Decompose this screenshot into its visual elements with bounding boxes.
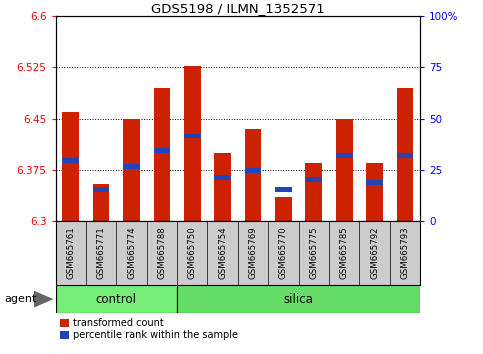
Legend: transformed count, percentile rank within the sample: transformed count, percentile rank withi… [60, 318, 238, 340]
Bar [397, 153, 413, 158]
Bar [214, 175, 231, 179]
Text: GSM665769: GSM665769 [249, 227, 257, 279]
Bar [305, 177, 322, 182]
Text: GSM665792: GSM665792 [370, 227, 379, 279]
Bar [56, 285, 177, 313]
Bar [336, 119, 353, 221]
Text: GSM665754: GSM665754 [218, 227, 227, 280]
Text: GSM665788: GSM665788 [157, 227, 167, 280]
Bar [154, 88, 170, 221]
Text: silica: silica [284, 293, 313, 306]
Text: GSM665774: GSM665774 [127, 227, 136, 280]
Polygon shape [34, 291, 53, 308]
Text: GSM665785: GSM665785 [340, 227, 349, 280]
Text: agent: agent [5, 294, 37, 304]
Bar [245, 168, 261, 173]
Text: GSM665771: GSM665771 [97, 227, 106, 280]
Text: GSM665770: GSM665770 [279, 227, 288, 280]
Bar [275, 187, 292, 192]
Bar [184, 66, 200, 221]
Title: GDS5198 / ILMN_1352571: GDS5198 / ILMN_1352571 [151, 2, 325, 15]
Bar [214, 153, 231, 221]
Text: GSM665775: GSM665775 [309, 227, 318, 280]
Bar [336, 153, 353, 158]
Bar [397, 88, 413, 221]
Bar [62, 158, 79, 163]
Bar [366, 163, 383, 221]
Bar [184, 134, 200, 138]
Bar [366, 180, 383, 185]
Text: control: control [96, 293, 137, 306]
Text: GSM665793: GSM665793 [400, 227, 410, 279]
Bar [305, 163, 322, 221]
Text: GSM665750: GSM665750 [188, 227, 197, 280]
Bar [123, 165, 140, 169]
Bar [93, 187, 110, 192]
Bar [123, 119, 140, 221]
Text: GSM665761: GSM665761 [66, 227, 75, 280]
Bar [275, 197, 292, 221]
Bar [62, 112, 79, 221]
Bar [245, 129, 261, 221]
Bar [177, 285, 420, 313]
Bar [154, 148, 170, 153]
Bar [93, 184, 110, 221]
